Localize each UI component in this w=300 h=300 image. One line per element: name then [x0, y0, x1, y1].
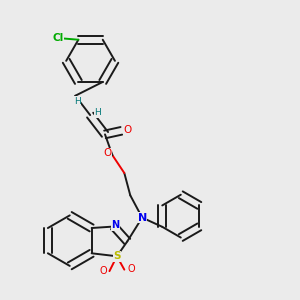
Text: H: H — [74, 97, 80, 106]
Text: N: N — [137, 213, 147, 223]
Text: N: N — [111, 220, 119, 230]
Text: O: O — [124, 125, 132, 135]
Text: Cl: Cl — [52, 33, 64, 43]
Text: H: H — [94, 108, 101, 117]
Text: O: O — [127, 264, 135, 274]
Text: O: O — [99, 266, 107, 275]
Text: S: S — [113, 251, 121, 261]
Text: O: O — [103, 148, 112, 158]
